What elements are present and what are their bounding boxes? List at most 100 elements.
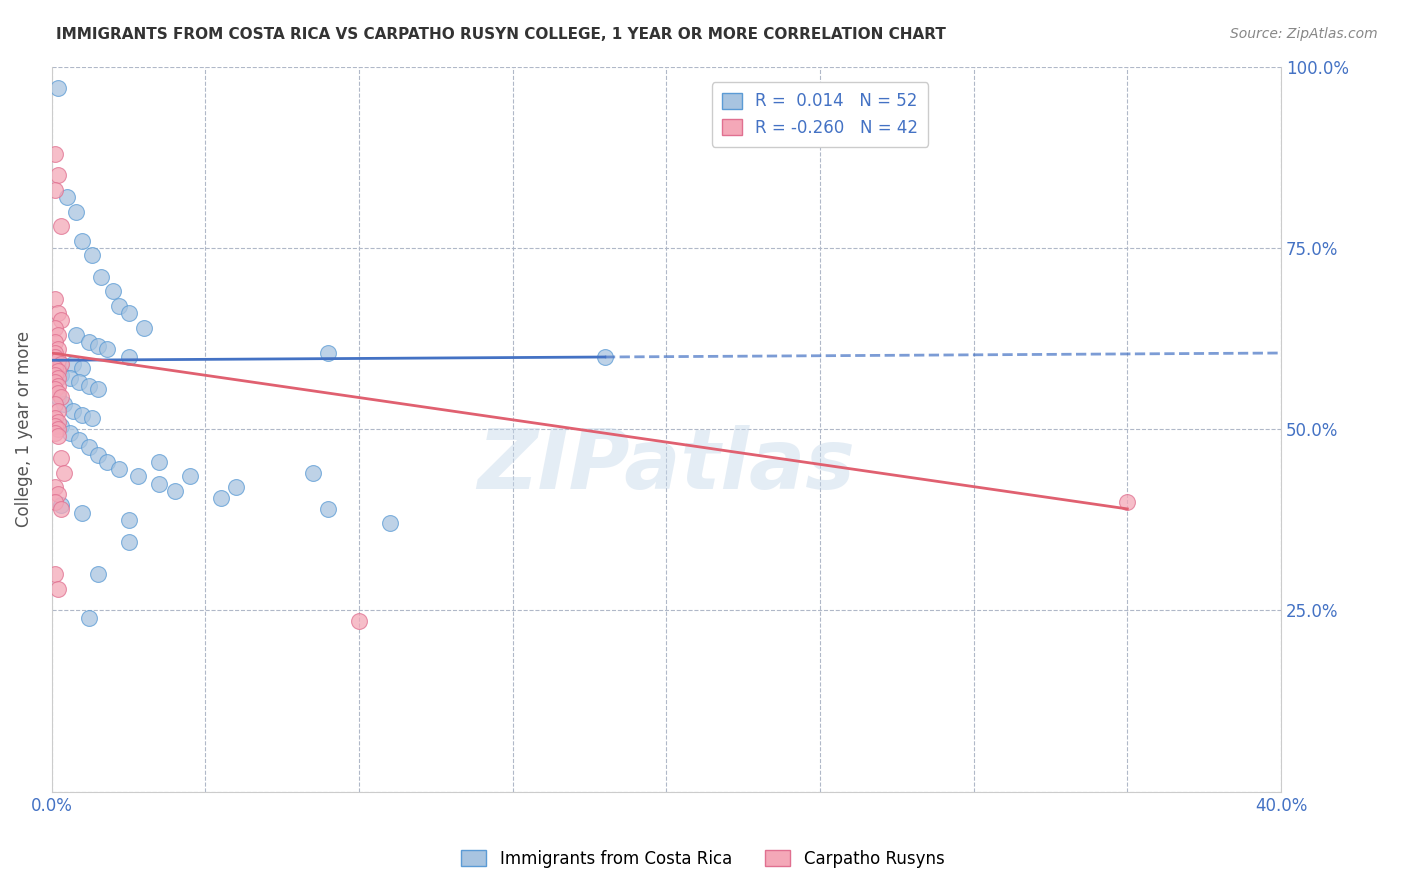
Point — [46, 385, 69, 400]
Legend: R =  0.014   N = 52, R = -0.260   N = 42: R = 0.014 N = 52, R = -0.260 N = 42 — [711, 82, 928, 146]
Point — [44, 480, 66, 494]
Point — [87, 567, 110, 582]
Point — [46, 371, 69, 385]
Text: ZIPatlas: ZIPatlas — [478, 425, 855, 506]
Point — [117, 306, 139, 320]
Point — [72, 408, 94, 422]
Point — [53, 397, 76, 411]
Point — [72, 506, 94, 520]
Point — [44, 360, 66, 375]
Point — [117, 350, 139, 364]
Point — [59, 371, 82, 385]
Point — [46, 364, 69, 378]
Point — [46, 343, 69, 357]
Y-axis label: College, 1 year or more: College, 1 year or more — [15, 331, 32, 527]
Point — [65, 327, 87, 342]
Point — [53, 466, 76, 480]
Point — [132, 320, 155, 334]
Point — [87, 339, 110, 353]
Point — [56, 190, 79, 204]
Point — [49, 502, 72, 516]
Point — [179, 469, 201, 483]
Point — [44, 183, 66, 197]
Legend: Immigrants from Costa Rica, Carpatho Rusyns: Immigrants from Costa Rica, Carpatho Rus… — [454, 844, 952, 875]
Point — [87, 448, 110, 462]
Point — [127, 469, 149, 483]
Point — [49, 390, 72, 404]
Point — [44, 494, 66, 508]
Point — [46, 415, 69, 429]
Point — [44, 292, 66, 306]
Point — [77, 378, 100, 392]
Point — [44, 320, 66, 334]
Point — [49, 357, 72, 371]
Point — [44, 146, 66, 161]
Point — [87, 382, 110, 396]
Point — [80, 411, 103, 425]
Point — [46, 422, 69, 436]
Point — [46, 81, 69, 95]
Point — [90, 269, 112, 284]
Point — [72, 360, 94, 375]
Point — [62, 357, 84, 371]
Point — [163, 483, 186, 498]
Point — [44, 346, 66, 360]
Point — [44, 382, 66, 396]
Point — [378, 516, 401, 531]
Point — [59, 425, 82, 440]
Point — [209, 491, 232, 505]
Point — [67, 433, 90, 447]
Point — [96, 343, 118, 357]
Point — [49, 368, 72, 382]
Point — [347, 615, 370, 629]
Point — [46, 429, 69, 443]
Point — [80, 248, 103, 262]
Point — [46, 390, 69, 404]
Point — [67, 375, 90, 389]
Text: Source: ZipAtlas.com: Source: ZipAtlas.com — [1230, 27, 1378, 41]
Point — [593, 350, 616, 364]
Point — [77, 610, 100, 624]
Point — [46, 306, 69, 320]
Point — [46, 378, 69, 392]
Point — [44, 350, 66, 364]
Point — [44, 375, 66, 389]
Point — [44, 425, 66, 440]
Point — [117, 534, 139, 549]
Point — [318, 502, 340, 516]
Point — [225, 480, 247, 494]
Point — [49, 451, 72, 466]
Point — [46, 353, 69, 368]
Point — [318, 346, 340, 360]
Point — [117, 513, 139, 527]
Point — [49, 219, 72, 233]
Point — [44, 418, 66, 433]
Point — [44, 411, 66, 425]
Point — [46, 327, 69, 342]
Point — [46, 582, 69, 596]
Point — [108, 462, 131, 476]
Point — [96, 455, 118, 469]
Point — [108, 299, 131, 313]
Point — [49, 498, 72, 512]
Point — [44, 567, 66, 582]
Point — [46, 487, 69, 501]
Point — [77, 440, 100, 454]
Point — [44, 368, 66, 382]
Point — [46, 404, 69, 418]
Point — [62, 404, 84, 418]
Point — [49, 313, 72, 327]
Point — [148, 476, 170, 491]
Point — [1116, 494, 1139, 508]
Point — [44, 397, 66, 411]
Point — [148, 455, 170, 469]
Point — [72, 234, 94, 248]
Point — [103, 285, 125, 299]
Point — [44, 335, 66, 350]
Point — [302, 466, 325, 480]
Point — [46, 169, 69, 183]
Point — [65, 204, 87, 219]
Point — [49, 418, 72, 433]
Point — [77, 335, 100, 350]
Text: IMMIGRANTS FROM COSTA RICA VS CARPATHO RUSYN COLLEGE, 1 YEAR OR MORE CORRELATION: IMMIGRANTS FROM COSTA RICA VS CARPATHO R… — [56, 27, 946, 42]
